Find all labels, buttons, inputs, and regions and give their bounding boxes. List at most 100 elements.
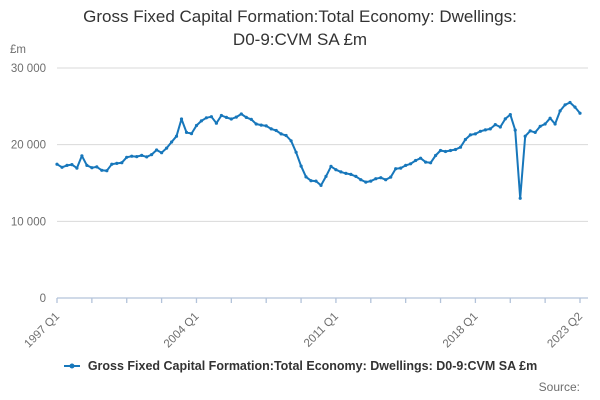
data-point[interactable] — [110, 162, 114, 166]
data-point[interactable] — [573, 105, 577, 109]
data-point[interactable] — [384, 178, 388, 182]
data-series[interactable] — [55, 100, 582, 200]
data-point[interactable] — [563, 103, 567, 107]
data-point[interactable] — [434, 153, 438, 158]
data-point[interactable] — [394, 167, 398, 171]
data-point[interactable] — [314, 179, 318, 183]
data-point[interactable] — [249, 117, 253, 121]
data-point[interactable] — [100, 168, 104, 172]
data-point[interactable] — [289, 139, 293, 143]
data-point[interactable] — [130, 154, 134, 158]
data-point[interactable] — [513, 128, 517, 132]
data-point[interactable] — [473, 132, 477, 136]
data-point[interactable] — [229, 117, 233, 121]
data-point[interactable] — [458, 145, 463, 149]
data-point[interactable] — [155, 148, 159, 152]
data-point[interactable] — [95, 165, 99, 169]
data-point[interactable] — [125, 155, 129, 159]
data-point[interactable] — [254, 122, 258, 126]
data-point[interactable] — [498, 125, 502, 129]
data-point[interactable] — [269, 127, 273, 131]
data-point[interactable] — [468, 133, 472, 137]
data-point[interactable] — [483, 128, 487, 132]
data-point[interactable] — [160, 151, 164, 155]
data-point[interactable] — [553, 122, 557, 126]
data-point[interactable] — [60, 165, 64, 169]
data-point[interactable] — [150, 153, 154, 157]
data-point[interactable] — [359, 178, 363, 182]
data-point[interactable] — [85, 163, 89, 167]
data-point[interactable] — [309, 179, 313, 183]
data-point[interactable] — [264, 124, 268, 128]
data-point[interactable] — [244, 115, 248, 119]
data-point[interactable] — [339, 170, 343, 174]
data-point[interactable] — [463, 137, 467, 142]
data-point[interactable] — [518, 196, 522, 200]
data-point[interactable] — [344, 171, 348, 175]
data-point[interactable] — [438, 148, 443, 153]
data-point[interactable] — [369, 179, 373, 183]
data-point[interactable] — [488, 127, 492, 131]
data-point[interactable] — [284, 133, 288, 138]
data-point[interactable] — [165, 146, 169, 150]
data-point[interactable] — [145, 155, 149, 159]
data-point[interactable] — [299, 164, 303, 168]
data-point[interactable] — [419, 156, 423, 160]
data-point[interactable] — [259, 123, 263, 127]
data-point[interactable] — [414, 158, 418, 163]
series-line[interactable] — [56, 101, 581, 200]
data-point[interactable] — [448, 148, 453, 153]
data-point[interactable] — [234, 115, 238, 119]
data-point[interactable] — [194, 123, 199, 128]
data-point[interactable] — [409, 162, 413, 166]
data-point[interactable] — [219, 113, 223, 118]
data-point[interactable] — [389, 175, 393, 179]
data-point[interactable] — [179, 117, 184, 121]
data-point[interactable] — [424, 160, 428, 164]
data-point[interactable] — [294, 150, 298, 154]
data-point[interactable] — [204, 116, 208, 120]
data-point[interactable] — [70, 163, 74, 167]
data-point[interactable] — [558, 109, 562, 113]
data-point[interactable] — [140, 153, 144, 157]
data-point[interactable] — [170, 140, 174, 144]
data-point[interactable] — [135, 155, 139, 159]
data-point[interactable] — [199, 119, 203, 123]
data-point[interactable] — [239, 112, 243, 116]
data-point[interactable] — [379, 176, 383, 180]
data-point[interactable] — [120, 161, 124, 165]
data-point[interactable] — [508, 113, 512, 117]
data-point[interactable] — [90, 166, 94, 170]
data-point[interactable] — [214, 121, 218, 125]
data-point[interactable] — [578, 111, 582, 115]
data-point[interactable] — [503, 117, 507, 121]
data-point[interactable] — [528, 129, 532, 133]
data-point[interactable] — [329, 164, 333, 168]
data-point[interactable] — [568, 100, 572, 105]
data-point[interactable] — [354, 174, 358, 178]
data-point[interactable] — [543, 122, 547, 126]
data-point[interactable] — [80, 154, 84, 158]
data-point[interactable] — [304, 175, 308, 179]
data-point[interactable] — [274, 128, 278, 133]
data-point[interactable] — [374, 177, 378, 181]
data-point[interactable] — [364, 180, 368, 184]
data-point[interactable] — [75, 166, 79, 170]
data-point[interactable] — [349, 172, 353, 176]
data-point[interactable] — [174, 134, 179, 138]
data-point[interactable] — [493, 123, 497, 127]
data-point[interactable] — [404, 163, 408, 167]
data-point[interactable] — [523, 134, 527, 138]
data-point[interactable] — [319, 183, 323, 187]
data-point[interactable] — [279, 132, 283, 136]
data-point[interactable] — [533, 130, 537, 134]
data-point[interactable] — [55, 162, 59, 166]
data-point[interactable] — [184, 130, 189, 134]
data-point[interactable] — [478, 129, 482, 133]
data-point[interactable] — [548, 116, 552, 120]
data-point[interactable] — [324, 174, 328, 178]
data-point[interactable] — [115, 161, 119, 165]
data-point[interactable] — [429, 161, 433, 165]
data-point[interactable] — [209, 115, 213, 119]
data-point[interactable] — [443, 149, 448, 154]
